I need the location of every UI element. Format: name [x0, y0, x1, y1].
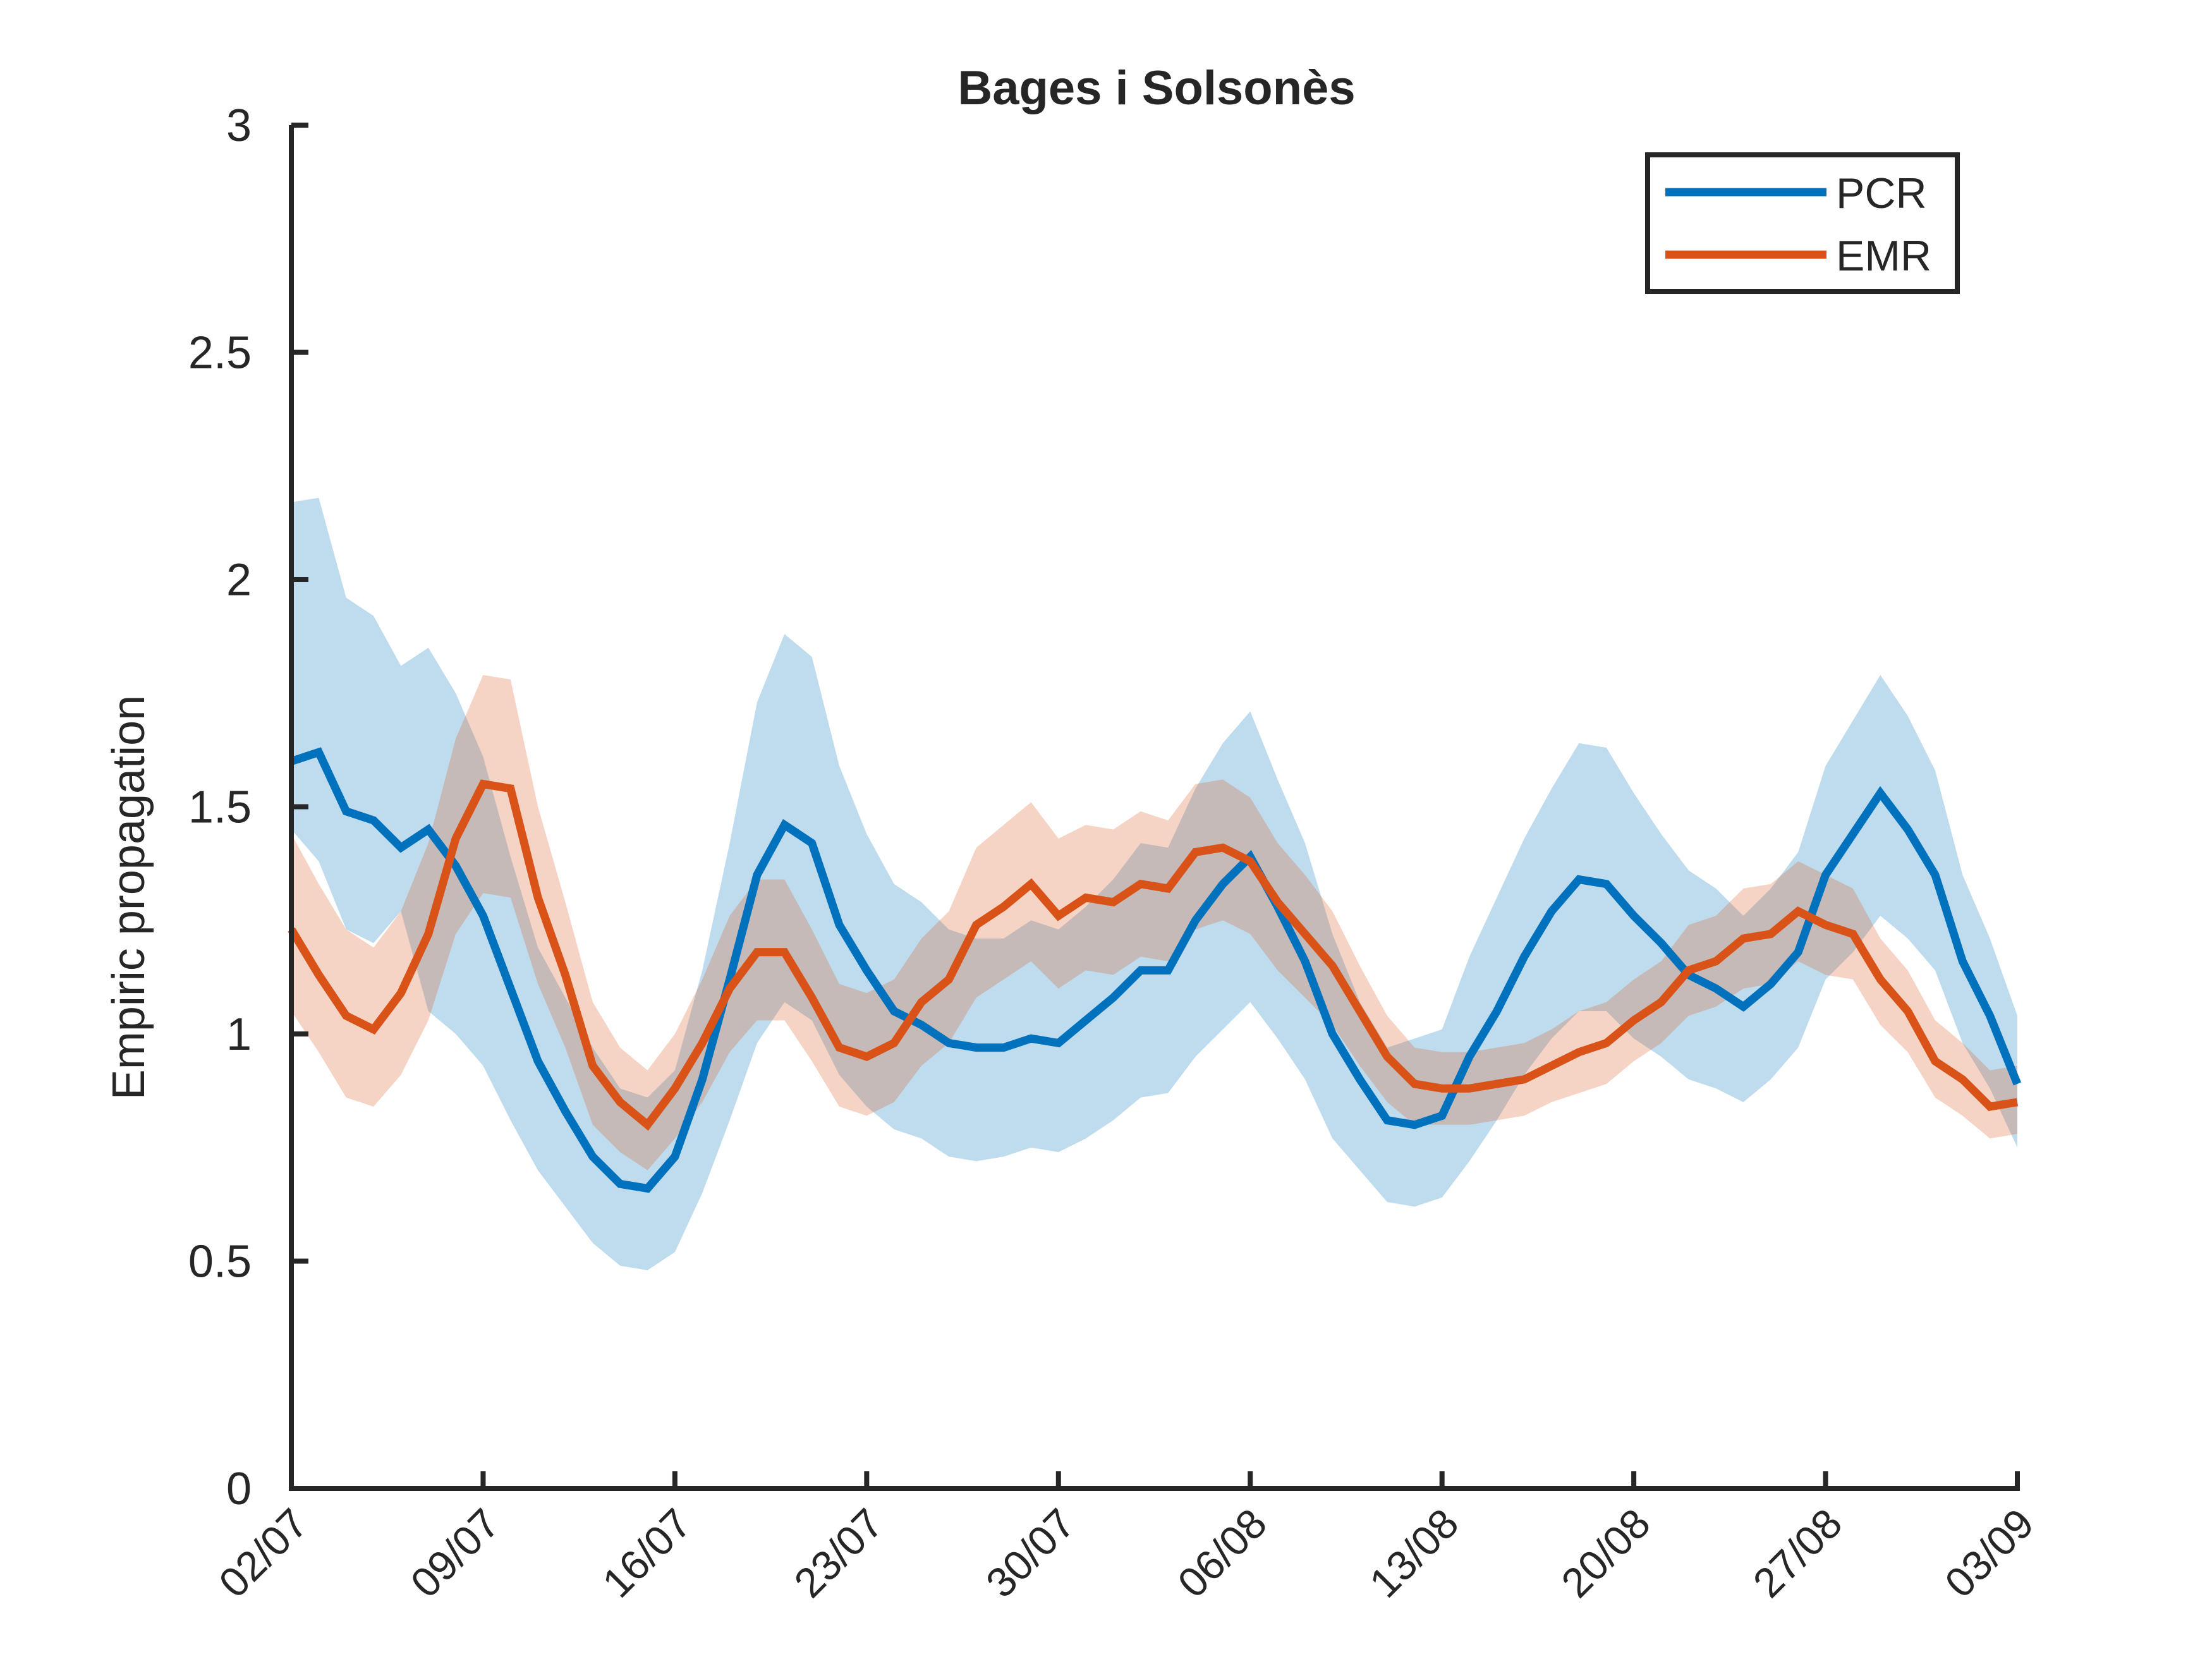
- x-tick-label: 23/07: [785, 1500, 892, 1607]
- x-tick-label: 03/09: [1936, 1500, 2043, 1607]
- chart-title: Bages i Solsonès: [957, 61, 1355, 115]
- legend-box: [1645, 152, 1960, 294]
- y-ticks: 0 0.5 1 1.5 2 2.5 3: [188, 100, 308, 1514]
- x-tick-label: 06/08: [1169, 1500, 1275, 1607]
- y-tick-label: 0: [226, 1464, 252, 1514]
- x-tick-label: 09/07: [401, 1500, 508, 1607]
- y-tick-label: 1: [226, 1009, 252, 1060]
- y-tick-label: 1.5: [188, 782, 252, 833]
- axes: [289, 125, 2020, 1491]
- y-tick-label: 3: [226, 100, 252, 151]
- x-tick-label: 16/07: [593, 1500, 700, 1607]
- legend: PCR EMR: [1645, 152, 1960, 294]
- y-tick-label: 2.5: [188, 328, 252, 379]
- x-tick-label: 20/08: [1552, 1500, 1659, 1607]
- y-tick-label: 2: [226, 555, 252, 605]
- series-line-emr: [288, 779, 2019, 1131]
- x-tick-label: 27/08: [1744, 1500, 1850, 1607]
- y-tick-label: 0.5: [188, 1237, 252, 1287]
- y-axis-label: Empiric propagation: [104, 695, 154, 1100]
- series-lines: [288, 747, 2022, 1193]
- x-tick-label: 30/07: [977, 1500, 1084, 1607]
- legend-label-emr: EMR: [1836, 232, 1931, 280]
- x-tick-label: 13/08: [1360, 1500, 1467, 1607]
- series-line-pcr: [289, 747, 2022, 1193]
- x-tick-label: 02/07: [210, 1500, 317, 1607]
- x-ticks: 02/07 09/07 16/07 23/07 30/07 06/08 13/08 20/08…: [210, 1471, 2043, 1607]
- legend-label-pcr: PCR: [1836, 169, 1927, 217]
